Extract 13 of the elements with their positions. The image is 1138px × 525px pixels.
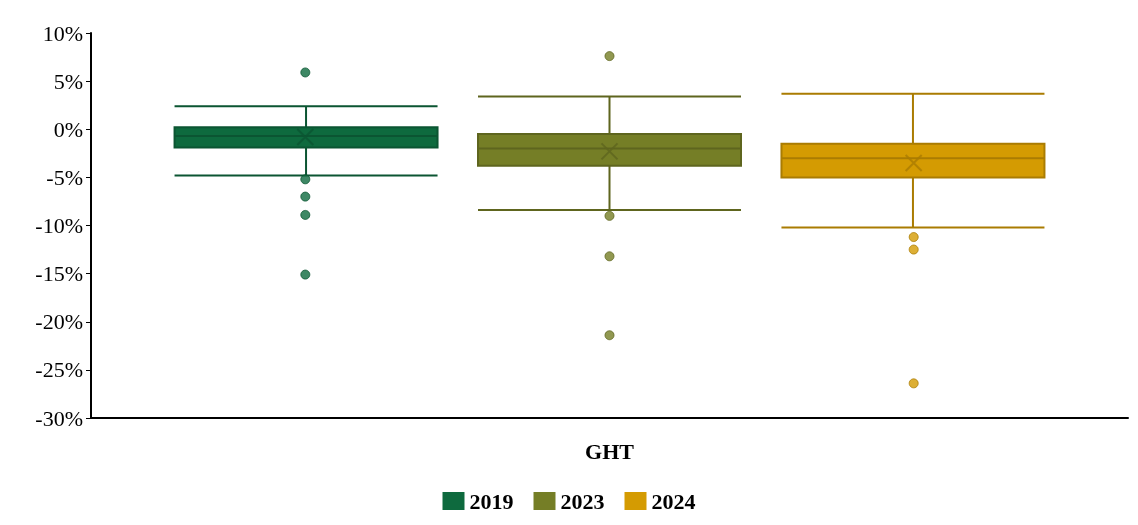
y-tick-label: 0% [53, 116, 83, 142]
x-tick-label: GHT [585, 438, 635, 464]
y-tick-label: 5% [53, 68, 83, 94]
legend-label: 2024 [651, 488, 696, 514]
y-tick-label: -15% [35, 261, 83, 287]
y-tick-label: -20% [35, 309, 83, 335]
y-tick-label: -5% [46, 164, 83, 190]
y-tick-label: -25% [35, 357, 83, 383]
legend-label: 2019 [469, 488, 514, 514]
y-tick-label: -30% [35, 405, 83, 431]
y-tick-label: 10% [42, 20, 83, 46]
legend-label: 2023 [560, 488, 605, 514]
y-tick-label: -10% [35, 213, 83, 238]
